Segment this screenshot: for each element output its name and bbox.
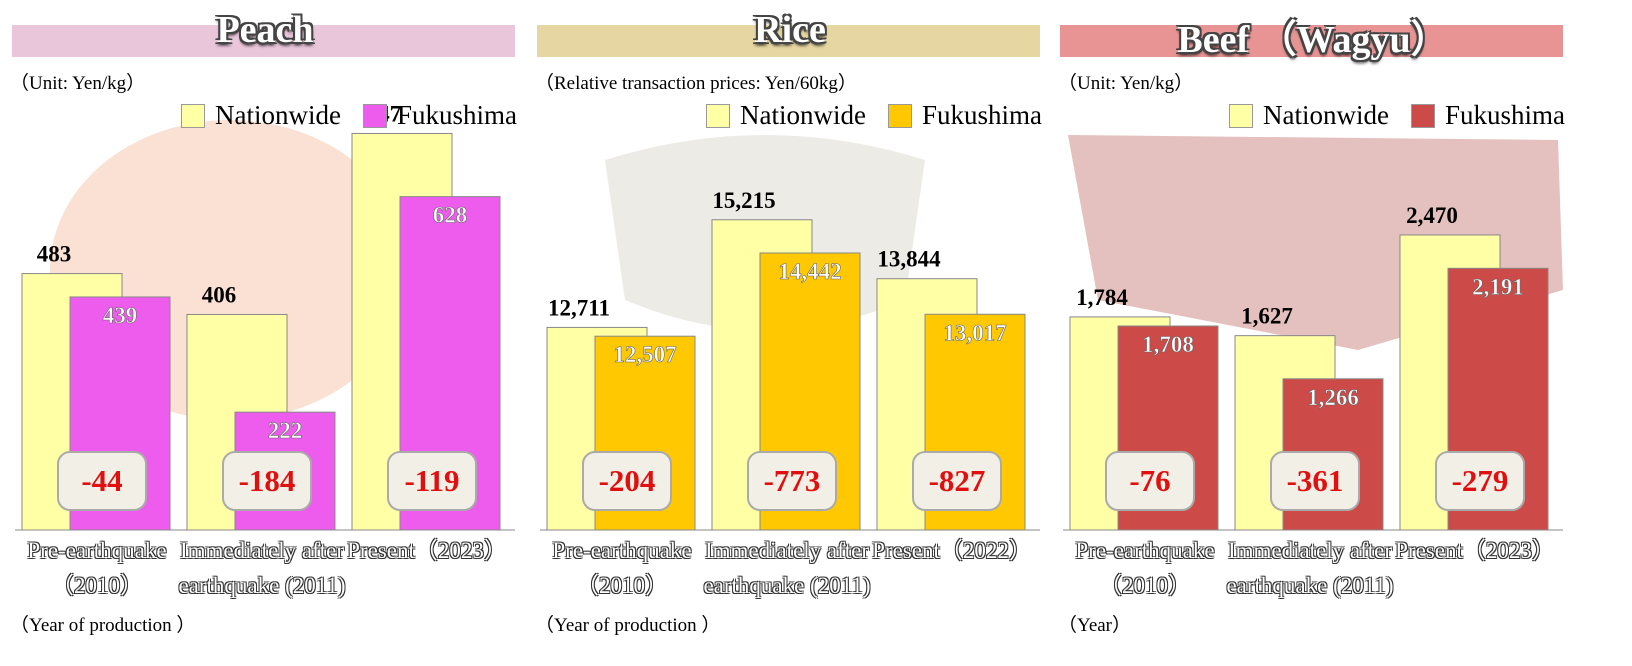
x-tick-label: Present（2023） (1395, 538, 1555, 563)
value-label: 1,784 (1076, 285, 1128, 310)
x-axis-note: （Year of production ） (535, 615, 721, 636)
difference-box (747, 451, 837, 511)
difference-box (1105, 451, 1195, 511)
value-label: 15,215 (712, 188, 775, 213)
x-tick-label: Present（2023） (347, 538, 507, 563)
difference-label: -76 (1129, 463, 1170, 498)
difference-label: -361 (1287, 463, 1344, 498)
panel: 1,784 1,708 -76 1,627 1,266 -361 2,470 2,191 -27… (1058, 0, 1573, 666)
difference-label: -119 (404, 463, 459, 498)
difference-label: -279 (1452, 463, 1509, 498)
difference-box (387, 451, 477, 511)
value-label: 222 (268, 418, 303, 443)
title-banner (12, 25, 515, 57)
difference-label: -204 (599, 463, 656, 498)
legend-label: Nationwide (1263, 100, 1389, 130)
unit-note: （Relative transaction prices: Yen/60kg） (535, 73, 857, 94)
difference-box (57, 451, 147, 511)
legend-swatch (1410, 103, 1435, 128)
x-tick-label: Immediately after earthquake (2011) (1226, 538, 1394, 598)
value-label: 2,191 (1472, 274, 1524, 299)
unit-note: （Unit: Yen/kg） (10, 73, 146, 94)
legend: Nationwide Fukushima (1207, 100, 1565, 131)
difference-box (912, 451, 1002, 511)
difference-label: -827 (929, 463, 986, 498)
x-tick-label: Immediately after earthquake (2011) (178, 538, 346, 598)
legend-label: Nationwide (215, 100, 341, 130)
panel: 12,711 12,507 -204 15,215 14,442 -773 13,844 13… (535, 0, 1050, 666)
value-label: 12,507 (613, 342, 676, 367)
value-label: 14,442 (778, 259, 841, 284)
value-label: 1,266 (1307, 385, 1359, 410)
value-label: 406 (202, 282, 237, 307)
x-tick-label: Pre-earthquake（2010） (1075, 538, 1215, 598)
legend-label: Fukushima (396, 100, 517, 130)
legend-swatch (706, 103, 730, 128)
difference-label: -184 (239, 463, 296, 498)
x-tick-label: Pre-earthquake（2010） (552, 538, 692, 598)
legend-label: Nationwide (740, 100, 866, 130)
chart-title: Beef （Wagyu） (1177, 19, 1449, 61)
value-label: 12,711 (548, 295, 610, 320)
difference-label: -773 (764, 463, 821, 498)
x-axis-note: （Year of production ） (10, 615, 196, 636)
difference-box (1435, 451, 1525, 511)
value-label: 2,470 (1406, 203, 1458, 228)
x-tick-label: Immediately after earthquake (2011) (703, 538, 871, 598)
value-label: 628 (433, 203, 468, 228)
value-label: 1,627 (1241, 304, 1293, 329)
unit-note: （Unit: Yen/kg） (1058, 73, 1194, 94)
chart-title: Rice (754, 9, 826, 51)
value-label: 1,708 (1142, 332, 1194, 357)
x-axis-note: （Year） (1058, 615, 1132, 636)
legend-label: Fukushima (921, 100, 1042, 130)
legend: Nationwide Fukushima (684, 100, 1042, 131)
chart: 1,784 1,708 -76 1,627 1,266 -361 2,470 2,191 -27… (1063, 135, 1563, 531)
legend-swatch (1229, 103, 1253, 128)
x-tick-label: Present（2022） (872, 538, 1032, 563)
difference-box (1270, 451, 1360, 511)
x-tick-label: Pre-earthquake（2010） (27, 538, 167, 598)
value-label: 13,017 (943, 320, 1006, 345)
legend: Nationwide Fukushima (159, 100, 517, 131)
legend-swatch (887, 103, 912, 128)
value-label: 13,844 (877, 247, 941, 272)
chart-title: Peach (216, 9, 314, 51)
difference-box (582, 451, 672, 511)
difference-label: -44 (81, 463, 122, 498)
legend-label: Fukushima (1444, 100, 1565, 130)
title-banner (537, 25, 1040, 57)
difference-box (222, 451, 312, 511)
value-label: 439 (103, 303, 138, 328)
legend-swatch (181, 103, 205, 128)
value-label: 483 (37, 242, 72, 267)
title-banner (1060, 25, 1563, 57)
legend-swatch (362, 103, 387, 128)
